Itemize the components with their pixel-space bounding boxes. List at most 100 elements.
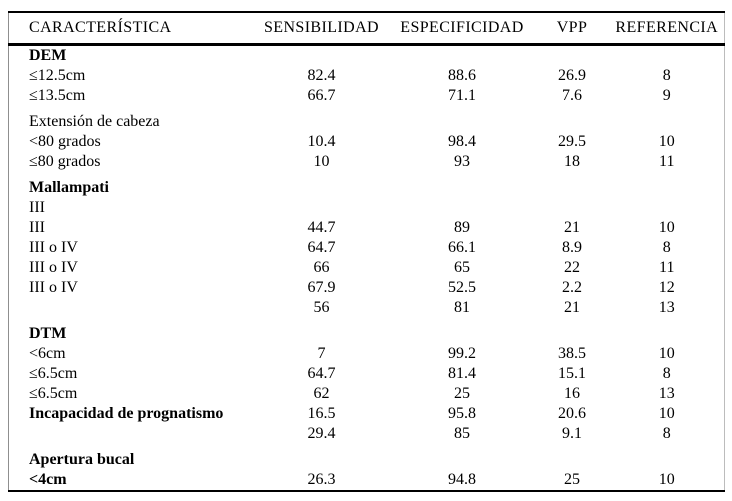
row-value: 95.8 [448,405,476,422]
row-value: 8 [662,425,671,442]
row-value [254,318,390,344]
row-value: 7 [317,345,326,362]
row-value: 10 [658,219,675,236]
diagnostic-characteristics-table: CARACTERÍSTICA SENSIBILIDAD ESPECIFICIDA… [8,11,725,492]
row-label: ≤6.5cm [29,365,78,382]
row-value [535,198,610,218]
table-row: DTM [9,318,725,344]
row-label: <4cm [29,471,67,488]
row-value [390,318,535,344]
row-value: 44.7 [307,219,336,236]
row-value [535,106,610,132]
row-value [254,172,390,198]
row-value: 13 [658,299,675,316]
table-row: ≤6.5cm 64.7 81.4 15.1 8 [9,364,725,384]
row-value [390,106,535,132]
table-row: Extensión de cabeza [9,106,725,132]
row-value: 8 [662,239,671,256]
row-value: 15.1 [558,365,586,382]
row-value [610,318,725,344]
row-value [610,172,725,198]
row-value [535,318,610,344]
row-label: III o IV [29,279,78,296]
row-value: 38.5 [558,345,586,362]
table-row: DEM [9,45,725,67]
row-label: Mallampati [29,179,109,196]
row-label: ≤6.5cm [29,385,78,402]
row-value: 81.4 [448,365,476,382]
row-value: 29.5 [558,133,586,150]
row-value [535,45,610,67]
table-row: ≤13.5cm 66.7 71.1 7.6 9 [9,86,725,106]
column-header-caracteristica: CARACTERÍSTICA [8,12,254,46]
row-label: Incapacidad de prognatismo [29,405,224,422]
row-label: Extensión de cabeza [29,113,160,130]
column-header-sensibilidad: SENSIBILIDAD [253,12,390,46]
table-body: DEM ≤12.5cm 82.4 88.6 26.9 8 ≤13.5cm 66.7 71.1 7.… [9,45,725,492]
row-label: <6cm [29,345,66,362]
row-value: 8 [662,365,671,382]
row-value: 67.9 [307,279,336,296]
row-value: 25 [564,471,580,488]
row-value: 8.9 [562,239,582,256]
row-value: 10 [658,471,675,488]
row-value [254,198,390,218]
row-value: 22 [564,259,580,276]
row-value: 93 [454,153,470,170]
row-value: 85 [454,425,470,442]
table-row: ≤12.5cm 82.4 88.6 26.9 8 [9,66,725,86]
row-value [390,172,535,198]
row-value: 56 [313,299,330,316]
row-value: 13 [658,385,675,402]
row-value: 29.4 [307,425,336,442]
row-value [610,198,725,218]
table-row: <6cm 7 99.2 38.5 10 [9,344,725,364]
row-value: 16.5 [307,405,336,422]
row-value: 10 [658,133,675,150]
row-label [9,298,254,318]
table-row: III o IV 64.7 66.1 8.9 8 [9,238,725,258]
row-value [254,45,390,67]
row-value: 66 [313,259,330,276]
row-label: <80 grados [29,133,101,150]
column-header-especificidad: ESPECIFICIDAD [389,12,535,46]
row-value [390,198,535,218]
row-value [535,444,610,470]
row-value: 89 [454,219,470,236]
row-value [254,106,390,132]
column-header-referencia: REFERENCIA [609,12,725,46]
row-value [610,45,725,67]
row-value: 52.5 [448,279,476,296]
row-value [610,444,725,470]
row-value: 26.9 [558,67,586,84]
row-value: 81 [454,299,470,316]
row-value [390,45,535,67]
row-label: ≤12.5cm [29,67,86,84]
row-value: 71.1 [448,87,476,104]
row-value [610,106,725,132]
table-header-row: CARACTERÍSTICA SENSIBILIDAD ESPECIFICIDA… [8,12,725,46]
row-value: 18 [564,153,580,170]
table-row: III 44.7 89 21 10 [9,218,725,238]
row-value: 21 [564,219,580,236]
row-value: 16 [564,385,580,402]
row-label: Apertura bucal [29,451,135,468]
row-value: 20.6 [558,405,586,422]
row-label [9,424,254,444]
row-value: 9.1 [562,425,582,442]
row-label: ≤80 grados [29,153,101,170]
table-row: <80 grados 10.4 98.4 29.5 10 [9,132,725,152]
table-row: Incapacidad de prognatismo 16.5 95.8 20.6 10 [9,404,725,424]
row-value: 26.3 [307,471,336,488]
row-value: 10.4 [307,133,336,150]
table-row: 56 81 21 13 [9,298,725,318]
row-value: 64.7 [307,365,336,382]
table-row: III o IV 66 65 22 11 [9,258,725,278]
column-header-vpp: VPP [534,12,610,46]
row-value: 66.1 [448,239,476,256]
row-value: 21 [564,299,580,316]
row-value: 65 [454,259,470,276]
row-label: III [29,199,45,216]
row-label: III [29,219,45,236]
